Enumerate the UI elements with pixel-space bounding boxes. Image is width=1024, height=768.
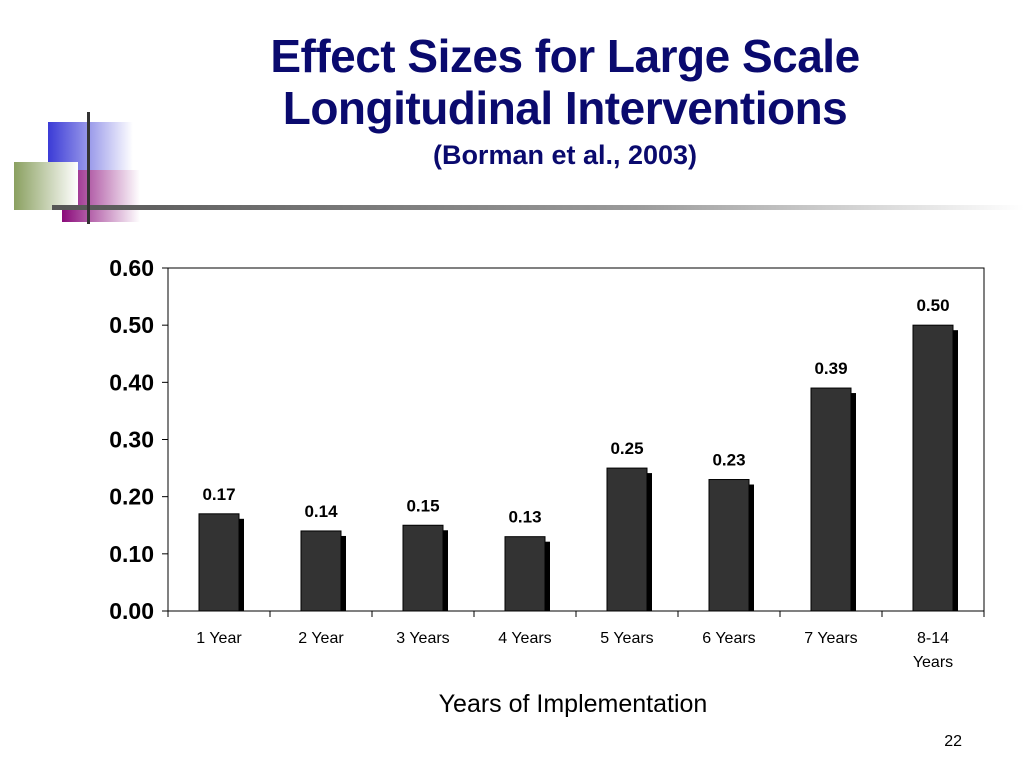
bar	[708, 479, 750, 612]
slide-subtitle: (Borman et al., 2003)	[432, 140, 698, 170]
x-category-label: 4 Years	[498, 630, 551, 647]
data-label: 0.23	[712, 451, 745, 470]
y-tick-label: 0.30	[109, 427, 154, 453]
y-tick-label: 0.00	[109, 598, 154, 624]
slide-title-line1: Effect Sizes for Large Scale	[270, 30, 860, 82]
x-category-label: 8-14 Years	[913, 630, 953, 671]
x-category-label: 6 Years	[702, 630, 755, 647]
y-tick-label: 0.10	[109, 541, 154, 567]
bar	[402, 524, 444, 612]
y-tick-label: 0.40	[109, 369, 154, 395]
x-category-label: 3 Years	[396, 630, 449, 647]
x-category-label: 1 Year	[196, 630, 242, 647]
data-label: 0.13	[508, 508, 541, 527]
slide-title-line2: Longitudinal Interventions	[282, 82, 848, 134]
bar	[810, 387, 852, 612]
data-label: 0.25	[610, 439, 643, 458]
page-number: 22	[944, 733, 962, 750]
x-axis-title: Years of Implementation	[439, 690, 708, 718]
data-label: 0.50	[916, 296, 949, 315]
bar	[606, 467, 648, 612]
title-block: Effect Sizes for Large Scale Longitudina…	[200, 30, 930, 172]
x-category-label: 2 Year	[298, 630, 344, 647]
bar	[912, 324, 954, 612]
x-category-label: 7 Years	[804, 630, 857, 647]
data-label: 0.17	[202, 485, 235, 504]
y-tick-label: 0.20	[109, 484, 154, 510]
data-label: 0.14	[304, 502, 338, 521]
bar	[504, 536, 546, 612]
plot-area-frame	[167, 267, 985, 612]
y-tick-label: 0.50	[109, 312, 154, 338]
data-label: 0.15	[406, 496, 439, 515]
y-tick-label: 0.60	[109, 255, 154, 281]
data-label: 0.39	[814, 359, 847, 378]
bar	[198, 513, 240, 612]
x-category-label: 5 Years	[600, 630, 653, 647]
bar	[300, 530, 342, 612]
